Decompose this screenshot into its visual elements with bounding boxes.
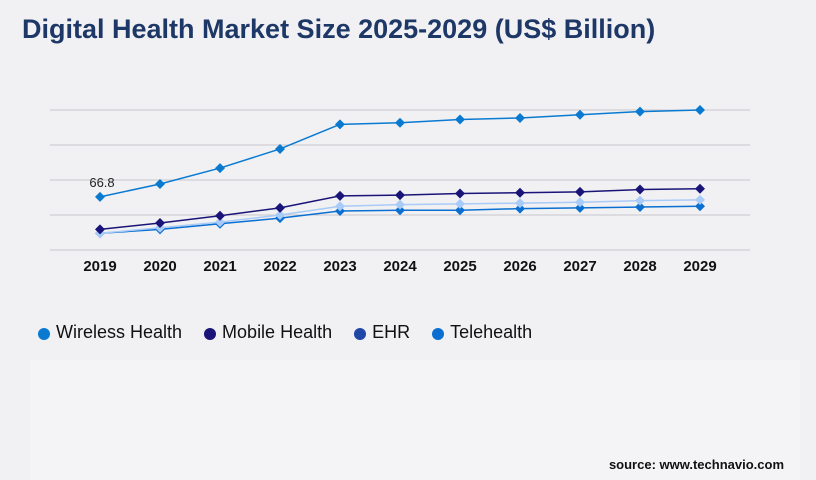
data-point — [335, 201, 345, 212]
legend-marker-icon — [354, 328, 367, 340]
x-tick-label: 2021 — [203, 258, 236, 275]
series-wireless-health — [95, 105, 705, 202]
x-tick-label: 2020 — [143, 258, 176, 275]
legend-marker-icon — [204, 328, 217, 340]
x-tick-label: 2029 — [683, 258, 716, 275]
data-point — [515, 203, 525, 214]
legend-item: Mobile Health — [204, 322, 332, 343]
lower-panel — [30, 360, 800, 480]
legend-label: Telehealth — [450, 322, 533, 342]
source-text: source: www.technavio.com — [608, 457, 784, 472]
data-point — [515, 112, 525, 123]
data-point — [275, 202, 285, 213]
legend: Wireless Health Mobile Health EHR Telehealt… — [38, 322, 532, 343]
x-tick-label: 2022 — [263, 258, 296, 275]
data-point — [635, 106, 645, 117]
legend-marker-icon — [38, 328, 50, 340]
data-point — [695, 201, 705, 212]
data-point — [515, 187, 525, 198]
series-mobile-health — [95, 183, 705, 235]
data-point — [155, 217, 165, 228]
data-point — [635, 184, 645, 195]
data-point — [695, 183, 705, 194]
legend-label: EHR — [372, 322, 411, 342]
chart-title: Digital Health Market Size 2025-2029 (US… — [22, 14, 656, 44]
data-point — [335, 190, 345, 201]
data-point — [575, 109, 585, 120]
legend-item: Telehealth — [432, 322, 532, 343]
data-point — [635, 195, 645, 206]
data-point — [275, 210, 285, 220]
data-point — [95, 191, 105, 202]
legend-label: Wireless Health — [56, 322, 183, 342]
data-point — [275, 143, 285, 154]
x-tick-label: 2026 — [503, 258, 536, 275]
data-point — [215, 217, 225, 228]
line-chart: 2019 2020 2021 2022 2023 2024 2025 2026 2027 2028… — [50, 105, 750, 275]
data-point — [395, 199, 405, 210]
data-point — [155, 178, 165, 189]
x-tick-label: 2019 — [83, 258, 116, 275]
data-point — [635, 202, 645, 213]
data-label: 66.8 — [89, 175, 114, 190]
x-tick-label: 2028 — [623, 258, 656, 275]
legend-marker-icon — [432, 328, 445, 340]
legend-item: Wireless Health — [38, 322, 182, 343]
legend-label: Mobile Health — [222, 322, 333, 342]
data-point — [575, 202, 585, 213]
x-tick-label: 2025 — [443, 258, 476, 275]
data-point — [395, 117, 405, 128]
data-point — [395, 205, 405, 216]
x-tick-label: 2027 — [563, 258, 596, 275]
x-tick-label: 2024 — [383, 258, 417, 275]
data-point — [335, 119, 345, 130]
data-point — [215, 210, 225, 221]
data-point — [695, 105, 705, 115]
legend-item: EHR — [354, 322, 410, 343]
data-point — [575, 186, 585, 197]
data-point — [455, 205, 465, 216]
data-point — [515, 198, 525, 209]
data-point — [575, 197, 585, 208]
data-point — [395, 190, 405, 201]
data-point — [695, 194, 705, 205]
series-ehr — [95, 194, 705, 239]
data-point — [215, 163, 225, 174]
data-point — [455, 198, 465, 209]
x-tick-label: 2023 — [323, 258, 356, 275]
data-point — [455, 114, 465, 125]
data-point — [95, 224, 105, 235]
data-point — [455, 188, 465, 199]
